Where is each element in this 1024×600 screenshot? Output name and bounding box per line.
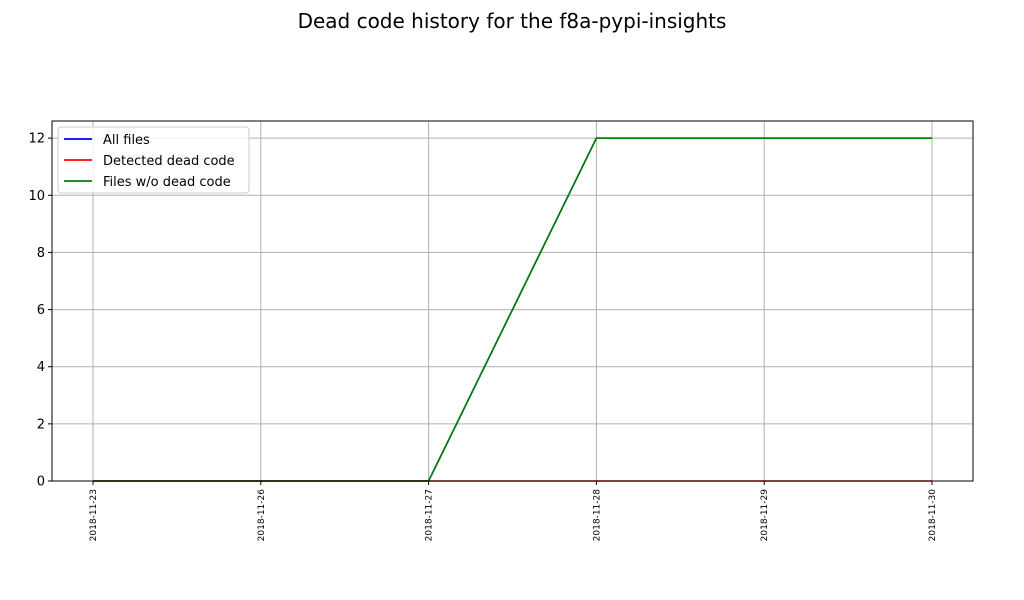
x-tick-label: 2018-11-26 — [257, 489, 267, 542]
y-tick-label: 2 — [37, 417, 45, 432]
legend: All files Detected dead code Files w/o dea… — [57, 126, 250, 194]
legend-label-3: Files w/o dead code — [103, 175, 231, 190]
x-tick-label: 2018-11-29 — [760, 489, 770, 542]
y-tick-label: 8 — [37, 246, 45, 261]
y-tick-label: 10 — [28, 189, 45, 204]
x-tick-label: 2018-11-23 — [89, 489, 99, 541]
x-tick-label: 2018-11-27 — [425, 489, 435, 541]
x-tick-label: 2018-11-30 — [928, 489, 938, 542]
y-tick-label: 0 — [37, 475, 45, 490]
ticks-layer: 2018-11-23 2018-11-26 2018-11-27 2018-11-28… — [28, 132, 938, 542]
y-tick-label: 4 — [37, 360, 45, 375]
chart-title: Dead code history for the f8a-pypi-insig… — [298, 9, 727, 33]
legend-label-2: Detected dead code — [103, 154, 235, 169]
legend-box — [57, 126, 250, 194]
plot-area-frame — [51, 120, 974, 482]
y-tick-label: 6 — [37, 303, 45, 318]
legend-label-1: All files — [103, 133, 150, 148]
y-tick-label: 12 — [28, 132, 45, 147]
x-tick-label: 2018-11-28 — [592, 489, 602, 542]
